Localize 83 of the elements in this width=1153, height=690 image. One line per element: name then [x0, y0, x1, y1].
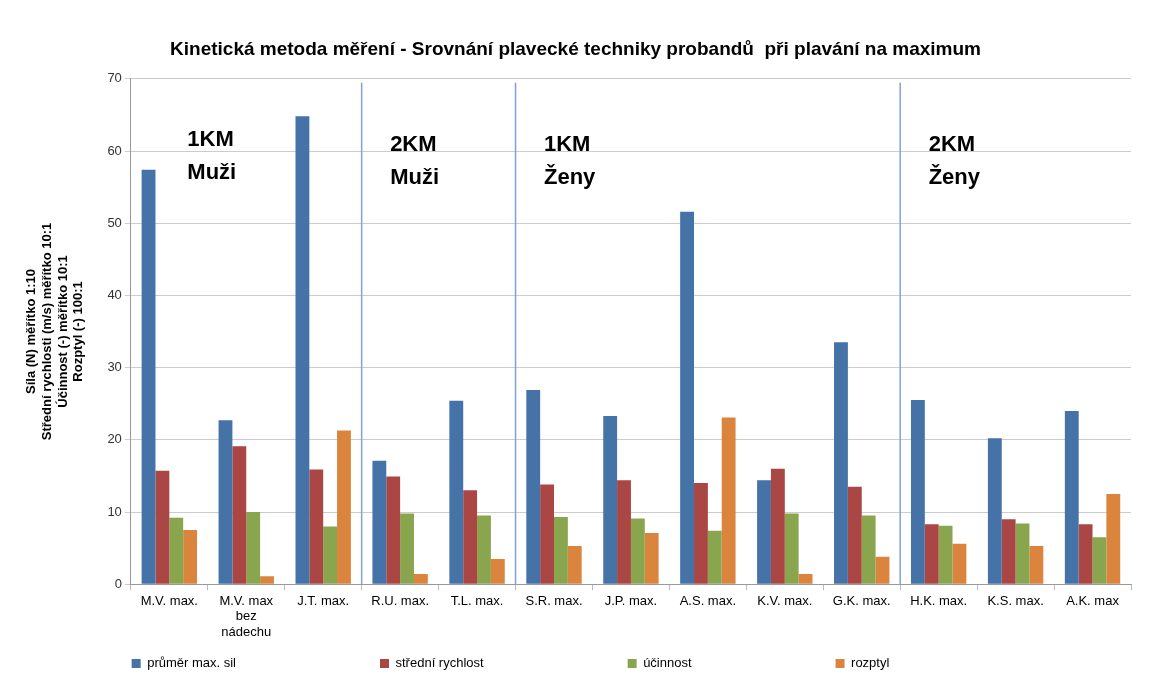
- bar: [169, 517, 184, 584]
- y-tick-label: 0: [114, 575, 122, 591]
- x-tick-label: M.V. max bez nádechu: [219, 592, 274, 639]
- bar: [707, 530, 722, 584]
- bar: [413, 574, 428, 584]
- bar: [617, 480, 631, 584]
- bar: [323, 526, 338, 584]
- bar: [400, 513, 414, 584]
- x-tick-label: M.V. max.: [140, 592, 198, 608]
- bar: [757, 480, 771, 584]
- legend-label: rozptyl: [851, 655, 1020, 671]
- bar: [246, 512, 261, 584]
- bar: [540, 484, 554, 584]
- bar: [155, 470, 170, 584]
- bar: [798, 574, 813, 584]
- bar: [644, 532, 659, 584]
- bar: [260, 576, 274, 584]
- bar: [861, 515, 876, 584]
- bar: [372, 460, 387, 584]
- x-tick-label: S.R. max.: [525, 592, 583, 608]
- bar: [630, 518, 645, 584]
- bar: [386, 476, 401, 584]
- bar: [603, 415, 618, 584]
- bar: [141, 169, 156, 584]
- bar: [1015, 523, 1030, 584]
- bar: [834, 342, 848, 584]
- bar: [463, 490, 478, 584]
- bar: [183, 530, 198, 584]
- x-tick-label: H.K. max.: [910, 592, 968, 608]
- y-tick-label: 20: [107, 431, 122, 447]
- y-tick-label: 50: [107, 214, 122, 230]
- legend-label: střední rychlost: [395, 655, 614, 671]
- bar: [721, 417, 736, 584]
- bar: [875, 556, 890, 584]
- bar: [952, 543, 967, 584]
- bar: [938, 525, 953, 584]
- bar: [1001, 519, 1016, 584]
- bar: [1029, 545, 1044, 584]
- x-tick-label: T.L. max.: [450, 592, 504, 608]
- annotation: 1KM Ženy: [544, 130, 597, 189]
- legend-label: účinnost: [643, 655, 822, 671]
- bar: [567, 545, 582, 584]
- x-tick-label: A.K. max: [1066, 592, 1120, 608]
- x-tick-label: G.K. max.: [832, 592, 891, 608]
- bar: [1078, 524, 1093, 584]
- bar: [680, 211, 695, 584]
- x-tick-label: J.P. max.: [604, 592, 658, 608]
- x-tick-label: R.U. max.: [371, 592, 430, 608]
- x-tick-label: K.S. max.: [987, 592, 1044, 608]
- bar: [784, 513, 799, 584]
- chart-title: Kinetická metoda měření - Srovnání plavecké techniky probandů při plavání na maximum: [170, 37, 981, 59]
- bar: [218, 420, 233, 584]
- y-tick-label: 40: [107, 286, 122, 302]
- bar: [526, 389, 541, 584]
- bar: [694, 483, 708, 584]
- bar: [449, 400, 464, 584]
- y-axis-title: Síla (N) měřítko 1:10 Střední rychlosti (m/s) měřítko 10:1 Účinnost (-) měřítko 10:1 Rozptyl (-) 100:1: [23, 222, 86, 441]
- x-tick-label: J.T. max.: [297, 592, 350, 608]
- bar: [554, 517, 568, 584]
- x-tick-label: K.V. max.: [757, 592, 813, 608]
- x-tick-label: A.S. max.: [679, 592, 737, 608]
- bar: [295, 116, 310, 584]
- annotation: 2KM Ženy: [928, 130, 981, 189]
- bar: [987, 438, 1002, 584]
- bar: [309, 469, 324, 584]
- bar: [337, 430, 351, 584]
- bar: [770, 468, 785, 584]
- bar: [232, 446, 247, 584]
- y-tick-label: 70: [107, 70, 122, 86]
- annotation: 2KM Muži: [390, 130, 440, 189]
- bar: [924, 524, 939, 584]
- y-tick-label: 10: [107, 503, 122, 519]
- legend-label: průměr max. sil: [147, 655, 367, 671]
- bar: [1106, 493, 1121, 584]
- y-tick-label: 60: [107, 142, 122, 158]
- y-tick-label: 30: [107, 359, 122, 375]
- bar: [910, 400, 925, 584]
- bar: [1064, 410, 1079, 584]
- bar: [477, 515, 491, 584]
- bar: [1092, 537, 1107, 584]
- annotation: 1KM Muži: [187, 125, 237, 184]
- bar: [490, 558, 505, 584]
- bar: [847, 486, 862, 584]
